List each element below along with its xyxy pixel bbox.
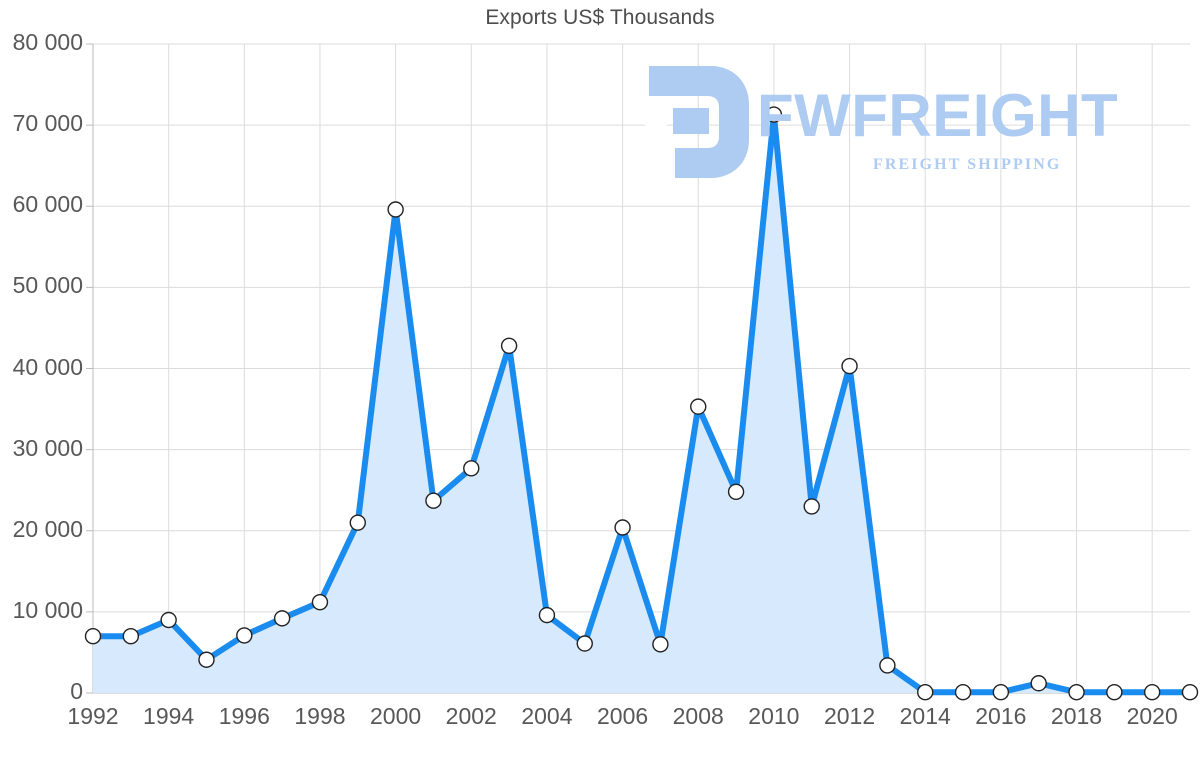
data-point-marker[interactable] <box>236 627 253 644</box>
data-point-marker[interactable] <box>765 106 783 123</box>
data-point-marker[interactable] <box>463 460 480 477</box>
data-point-marker[interactable] <box>992 683 1010 701</box>
data-point-marker[interactable] <box>614 519 631 536</box>
data-point-marker[interactable] <box>879 657 896 674</box>
data-point-marker[interactable] <box>84 628 102 645</box>
x-axis-tick-label: 2010 <box>748 703 800 729</box>
data-point-marker[interactable] <box>387 201 404 218</box>
data-point-marker[interactable] <box>160 611 177 629</box>
x-axis-tick-label: 2006 <box>596 703 649 729</box>
area-fill <box>93 114 1190 693</box>
data-point-marker[interactable] <box>652 636 669 653</box>
data-point-marker[interactable] <box>500 337 518 354</box>
data-point-marker[interactable] <box>425 492 442 509</box>
chart-title: Exports US$ Thousands <box>485 6 715 29</box>
data-point-marker[interactable] <box>690 398 707 415</box>
data-point-marker[interactable] <box>576 635 593 652</box>
x-axis-tick-label: 2002 <box>445 703 497 729</box>
data-point-marker[interactable] <box>1143 683 1161 701</box>
data-point-marker[interactable] <box>311 593 329 611</box>
x-axis-tick-label: 2000 <box>370 703 422 729</box>
x-axis-tick-label: 2008 <box>672 703 724 729</box>
y-axis-tick-label: 40 000 <box>12 353 83 380</box>
y-axis-tick-label: 50 000 <box>12 272 83 299</box>
x-axis-tick-label: 1998 <box>294 703 346 729</box>
y-axis-tick-label: 30 000 <box>12 434 83 461</box>
y-axis-tick-label: 60 000 <box>12 191 83 218</box>
x-axis-tick-label: 2016 <box>975 703 1027 729</box>
data-point-marker[interactable] <box>1030 675 1047 692</box>
y-axis-tick-label: 20 000 <box>12 515 83 542</box>
data-point-marker[interactable] <box>917 683 934 701</box>
x-axis-tick-label: 1992 <box>67 703 119 729</box>
x-axis-tick-label: 2012 <box>823 703 876 729</box>
x-axis-tick-label: 2004 <box>521 703 573 729</box>
x-axis-tick-label: 2014 <box>899 703 951 729</box>
x-axis-tick-label: 1996 <box>218 703 270 729</box>
data-point-marker[interactable] <box>803 498 820 515</box>
data-point-marker[interactable] <box>841 357 858 375</box>
x-axis-tick-label: 2020 <box>1126 703 1178 729</box>
data-point-marker[interactable] <box>727 483 745 501</box>
data-point-marker[interactable] <box>349 514 366 531</box>
data-point-marker[interactable] <box>198 651 215 668</box>
data-point-marker[interactable] <box>1181 683 1199 701</box>
data-point-marker[interactable] <box>538 606 556 624</box>
x-axis-tick-label: 1994 <box>143 703 195 729</box>
data-point-marker[interactable] <box>1106 683 1123 701</box>
y-axis-tick-label: 80 000 <box>12 29 83 55</box>
data-point-markers <box>84 106 1199 701</box>
data-point-marker[interactable] <box>954 683 972 701</box>
y-axis-tick-label: 10 000 <box>12 596 83 623</box>
data-point-marker[interactable] <box>273 610 291 627</box>
x-axis-tick-label: 2018 <box>1050 703 1103 729</box>
y-axis-tick-label: 70 000 <box>12 110 83 137</box>
data-point-marker[interactable] <box>122 628 140 645</box>
data-point-marker[interactable] <box>1068 683 1085 701</box>
axis-lines <box>86 43 94 694</box>
y-axis-tick-label: 0 <box>70 678 83 704</box>
